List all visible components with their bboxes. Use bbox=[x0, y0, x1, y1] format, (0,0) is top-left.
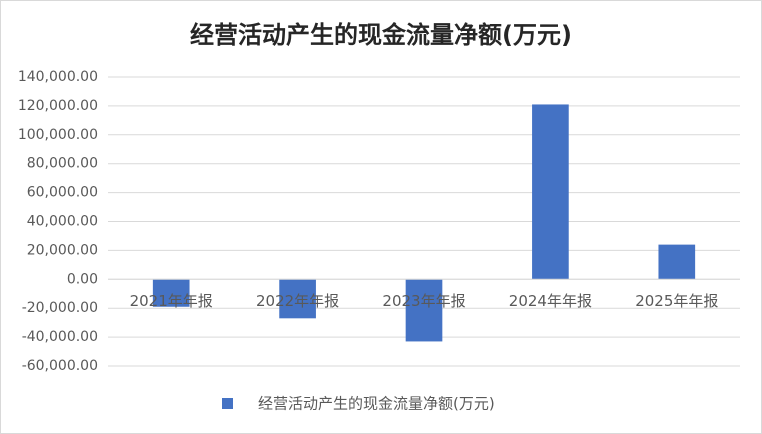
y-tick-label: 20,000.00 bbox=[27, 242, 98, 258]
y-tick-label: -40,000.00 bbox=[22, 329, 98, 345]
y-tick-label: 60,000.00 bbox=[27, 185, 98, 201]
legend-label: 经营活动产生的现金流量净额(万元) bbox=[258, 395, 495, 413]
y-tick-label: 140,000.00 bbox=[18, 69, 98, 85]
bar bbox=[405, 279, 443, 342]
bar bbox=[658, 244, 696, 280]
bar bbox=[532, 104, 569, 280]
x-tick-label: 2021年年报 bbox=[130, 292, 213, 310]
x-tick-label: 2022年年报 bbox=[256, 292, 339, 310]
y-tick-label: 80,000.00 bbox=[27, 156, 98, 172]
x-tick-label: 2025年年报 bbox=[635, 292, 718, 310]
y-tick-label: -60,000.00 bbox=[22, 358, 98, 374]
y-tick-label: 120,000.00 bbox=[18, 98, 98, 114]
bar bbox=[152, 279, 190, 307]
chart-title: 经营活动产生的现金流量净额(万元) bbox=[190, 21, 572, 49]
legend-swatch bbox=[222, 398, 233, 409]
y-tick-label: 100,000.00 bbox=[18, 127, 98, 143]
bar bbox=[279, 279, 316, 319]
x-tick-label: 2023年年报 bbox=[382, 292, 465, 310]
x-tick-label: 2024年年报 bbox=[509, 292, 592, 310]
y-tick-label: -20,000.00 bbox=[22, 300, 98, 316]
y-tick-label: 0.00 bbox=[67, 271, 98, 287]
y-tick-label: 40,000.00 bbox=[27, 214, 98, 230]
